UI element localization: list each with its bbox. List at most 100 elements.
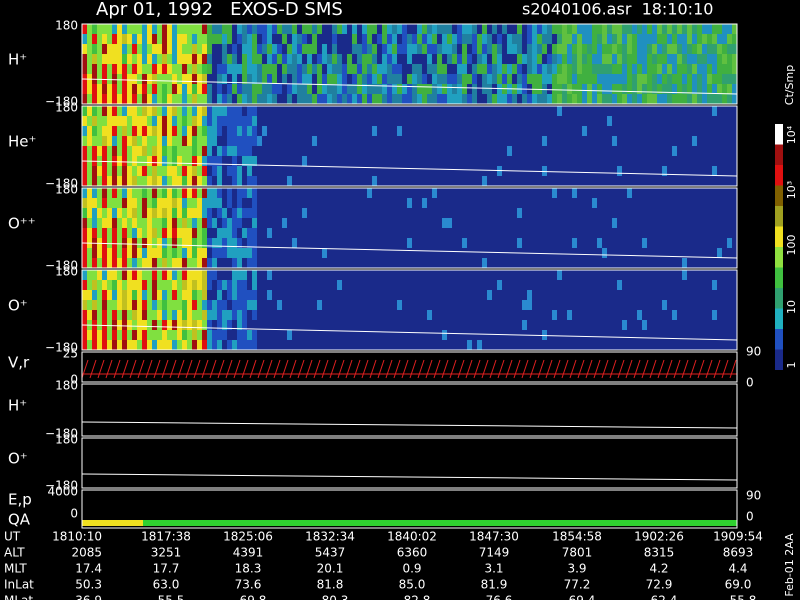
spectrogram-cell: [622, 300, 627, 310]
spectrogram-cell: [127, 126, 132, 136]
spectrogram-cell: [147, 44, 152, 54]
spectrogram-cell: [472, 84, 477, 94]
spectrogram-cell: [632, 74, 637, 84]
spectrogram-cell: [112, 166, 117, 176]
spectrogram-cell: [237, 34, 242, 44]
spectrogram-cell: [707, 300, 712, 310]
spectrogram-cell: [157, 156, 162, 166]
spectrogram-cell: [107, 270, 112, 280]
spectrogram-cell: [727, 24, 732, 34]
spectrogram-cell: [402, 156, 407, 166]
spectrogram-cell: [552, 74, 557, 84]
spectrogram-cell: [112, 300, 117, 310]
spectrogram-cell: [102, 198, 107, 208]
spectrogram-cell: [592, 310, 597, 320]
spectrogram-cell: [712, 290, 717, 300]
spectrogram-cell: [632, 270, 637, 280]
spectrogram-cell: [127, 238, 132, 248]
spectrogram-cell: [647, 300, 652, 310]
spectrogram-cell: [652, 270, 657, 280]
vr-line: [145, 359, 153, 379]
spectrogram-cell: [517, 106, 522, 116]
spectrogram-cell: [702, 34, 707, 44]
spectrogram-cell: [512, 94, 517, 104]
spectrogram-cell: [727, 54, 732, 64]
ephemeris-value: 81.8: [317, 578, 344, 592]
spectrogram-cell: [347, 218, 352, 228]
spectrogram-cell: [127, 64, 132, 74]
spectrogram-cell: [92, 198, 97, 208]
spectrogram-cell: [362, 116, 367, 126]
spectrogram-cell: [312, 54, 317, 64]
spectrogram-cell: [662, 300, 667, 310]
spectrogram-cell: [302, 116, 307, 126]
spectrogram-cell: [607, 156, 612, 166]
spectrogram-cell: [327, 44, 332, 54]
spectrogram-cell: [312, 34, 317, 44]
spectrogram-cell: [732, 330, 737, 340]
spectrogram-cell: [322, 176, 327, 186]
spectrogram-cell: [277, 208, 282, 218]
spectrogram-cell: [687, 228, 692, 238]
spectrogram-cell: [472, 258, 477, 268]
spectrogram-cell: [547, 156, 552, 166]
spectrogram-cell: [417, 218, 422, 228]
spectrogram-cell: [137, 310, 142, 320]
spectrogram-cell: [352, 106, 357, 116]
spectrogram-cell: [342, 54, 347, 64]
spectrogram-cell: [672, 280, 677, 290]
spectrogram-cell: [157, 340, 162, 350]
spectrogram-cell: [297, 248, 302, 258]
vr-line: [673, 359, 681, 379]
spectrogram-cell: [632, 320, 637, 330]
spectrogram-cell: [552, 228, 557, 238]
spectrogram-cell: [237, 340, 242, 350]
spectrogram-cell: [567, 300, 572, 310]
spectrogram-cell: [302, 64, 307, 74]
spectrogram-cell: [492, 218, 497, 228]
spectrogram-cell: [317, 44, 322, 54]
spectrogram-cell: [137, 248, 142, 258]
spectrogram-cell: [247, 166, 252, 176]
spectrogram-cell: [372, 84, 377, 94]
spectrogram-cell: [692, 116, 697, 126]
spectrogram-cell: [112, 156, 117, 166]
spectrogram-cell: [282, 116, 287, 126]
spectrogram-cell: [557, 320, 562, 330]
spectrogram-cell: [467, 208, 472, 218]
spectrogram-cell: [287, 290, 292, 300]
spectrogram-cell: [122, 64, 127, 74]
spectrogram-cell: [677, 218, 682, 228]
spectrogram-cell: [212, 300, 217, 310]
spectrogram-cell: [512, 156, 517, 166]
spectrogram-cell: [282, 238, 287, 248]
spectrogram-cell: [702, 258, 707, 268]
spectrogram-cell: [602, 84, 607, 94]
spectrogram-cell: [632, 136, 637, 146]
spectrogram-cell: [177, 74, 182, 84]
spectrogram-cell: [212, 54, 217, 64]
spectrogram-cell: [477, 44, 482, 54]
spectrogram-cell: [692, 84, 697, 94]
spectrogram-cell: [587, 74, 592, 84]
spectrogram-cell: [372, 320, 377, 330]
spectrogram-cell: [437, 208, 442, 218]
spectrogram-cell: [572, 330, 577, 340]
spectrogram-cell: [107, 64, 112, 74]
spectrogram-cell: [442, 218, 447, 228]
spectrogram-cell: [447, 198, 452, 208]
spectrogram-cell: [612, 44, 617, 54]
spectrogram-cell: [637, 116, 642, 126]
spectrogram-cell: [227, 44, 232, 54]
spectrogram-cell: [482, 340, 487, 350]
spectrogram-cell: [132, 310, 137, 320]
spectrogram-cell: [642, 44, 647, 54]
spectrogram-cell: [157, 24, 162, 34]
spectrogram-cell: [692, 136, 697, 146]
spectrogram-cell: [562, 126, 567, 136]
spectrogram-cell: [617, 198, 622, 208]
spectrogram-cell: [652, 44, 657, 54]
ephemeris-value: 20.1: [317, 562, 344, 576]
spectrogram-cell: [587, 188, 592, 198]
spectrogram-cell: [617, 218, 622, 228]
